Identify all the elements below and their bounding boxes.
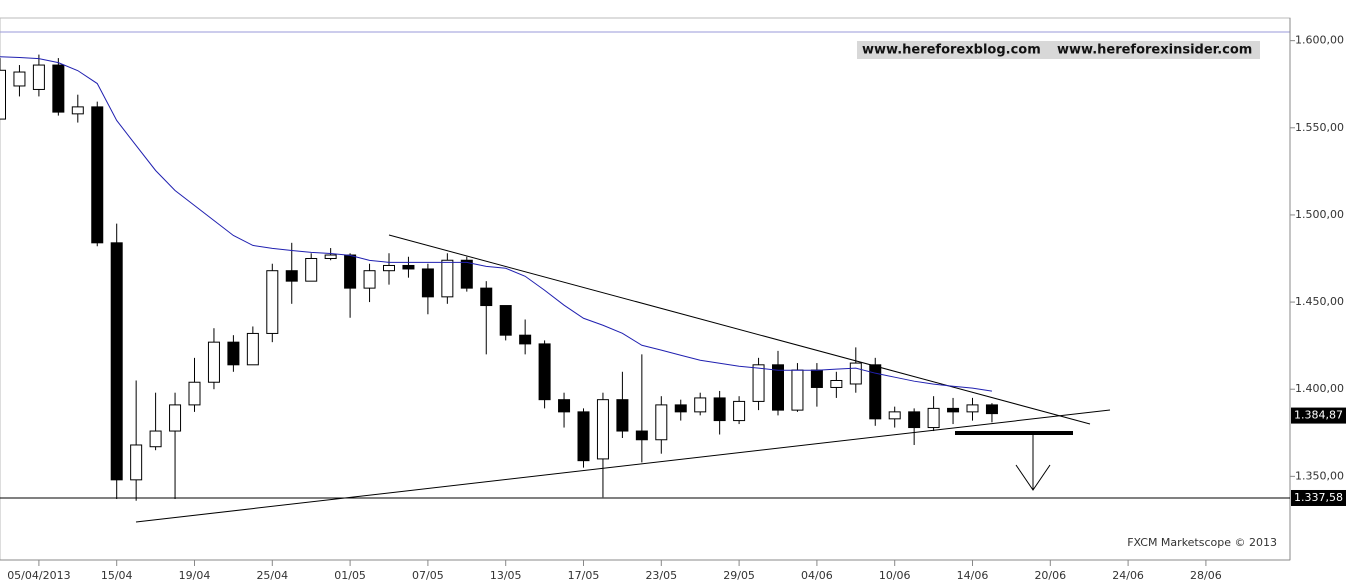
candle-body <box>402 264 415 270</box>
candle-body <box>713 397 726 422</box>
x-tick-label: 13/05 <box>490 569 522 582</box>
plot-frame <box>0 17 1291 561</box>
y-tick-label: 1.500,00 <box>1295 208 1344 221</box>
candle-body <box>674 404 687 413</box>
candle-body <box>207 341 220 383</box>
candle-body <box>655 404 668 441</box>
x-tick-label: 29/05 <box>723 569 755 582</box>
candle-body <box>460 259 473 289</box>
candle-body <box>985 404 998 415</box>
candle-body <box>363 270 376 289</box>
trendline <box>135 409 1111 523</box>
candle-body <box>908 411 921 429</box>
candle-body <box>188 381 201 406</box>
candle-body <box>71 106 84 115</box>
x-tick-label: 17/05 <box>568 569 600 582</box>
y-tick-label: 1.550,00 <box>1295 121 1344 134</box>
candle-body <box>616 399 629 432</box>
marks <box>0 54 998 501</box>
candle-body <box>0 69 6 120</box>
candle-body <box>830 379 843 388</box>
candle-body <box>849 362 862 385</box>
x-tick-label: 28/06 <box>1190 569 1222 582</box>
candle-body <box>947 407 960 413</box>
x-tick-label: 10/06 <box>879 569 911 582</box>
candle-body <box>91 106 104 244</box>
candle-body <box>266 270 279 334</box>
x-tick-label: 20/06 <box>1034 569 1066 582</box>
candle-body <box>558 399 571 413</box>
x-tick-label: 23/05 <box>645 569 677 582</box>
candle-body <box>130 444 143 481</box>
x-tick-label: 14/06 <box>957 569 989 582</box>
y-tick-label: 1.400,00 <box>1295 382 1344 395</box>
x-tick-label: 01/05 <box>334 569 366 582</box>
candle-body <box>110 242 123 481</box>
candle-body <box>499 305 512 336</box>
price-tag <box>1291 407 1346 424</box>
candle-body <box>538 343 551 401</box>
candle-body <box>596 399 609 460</box>
candle-body <box>227 341 240 366</box>
candle-body <box>577 411 590 462</box>
candle-body <box>169 404 182 432</box>
watermark: www.hereforexblog.com <box>862 43 1041 58</box>
arrow-head <box>1015 464 1051 491</box>
candle-body <box>344 254 357 289</box>
watermark-bg <box>857 41 1260 59</box>
candle-body <box>441 259 454 298</box>
drawings <box>135 234 1111 523</box>
candle-body <box>52 64 65 113</box>
price-tag <box>1291 489 1346 506</box>
candle-body <box>480 287 493 307</box>
candle-body <box>285 270 298 282</box>
price-tag-label: 1.337,58 <box>1294 491 1343 504</box>
candle-body <box>13 71 26 87</box>
x-tick-label: 04/06 <box>801 569 833 582</box>
y-tick-label: 1.350,00 <box>1295 469 1344 482</box>
candle-body <box>383 264 395 272</box>
credit: FXCM Marketscope © 2013 <box>1127 536 1277 549</box>
x-tick-label: 24/06 <box>1112 569 1144 582</box>
candle-body <box>324 254 337 260</box>
price-tag-label: 1.384,87 <box>1294 409 1343 422</box>
y-tick-label: 1.600,00 <box>1295 34 1344 47</box>
x-tick-label: 07/05 <box>412 569 444 582</box>
candle-body <box>149 430 162 448</box>
candle-body <box>246 332 259 366</box>
y-tick-label: 1.450,00 <box>1295 295 1344 308</box>
candle-body <box>810 369 823 388</box>
x-tick-label: 15/04 <box>101 569 133 582</box>
candle-body <box>519 334 532 345</box>
candle-body <box>733 400 746 422</box>
watermark: www.hereforexinsider.com <box>1057 43 1252 58</box>
candle-body <box>694 397 707 413</box>
candle-body <box>421 268 434 298</box>
x-tick-label: 19/04 <box>179 569 211 582</box>
candle-body <box>869 364 882 420</box>
candle-body <box>635 430 648 441</box>
x-tick-label: 05/04/2013 <box>7 569 70 582</box>
candle-body <box>927 407 940 429</box>
moving-average <box>0 56 993 392</box>
candle-body <box>772 364 784 411</box>
candle-body <box>32 64 45 90</box>
candle-body <box>305 258 318 282</box>
candle-body <box>752 364 765 402</box>
candle-body <box>791 369 804 411</box>
x-tick-label: 25/04 <box>256 569 288 582</box>
candle-body <box>966 404 979 413</box>
trendline <box>388 234 1091 425</box>
candle-body <box>888 411 901 420</box>
